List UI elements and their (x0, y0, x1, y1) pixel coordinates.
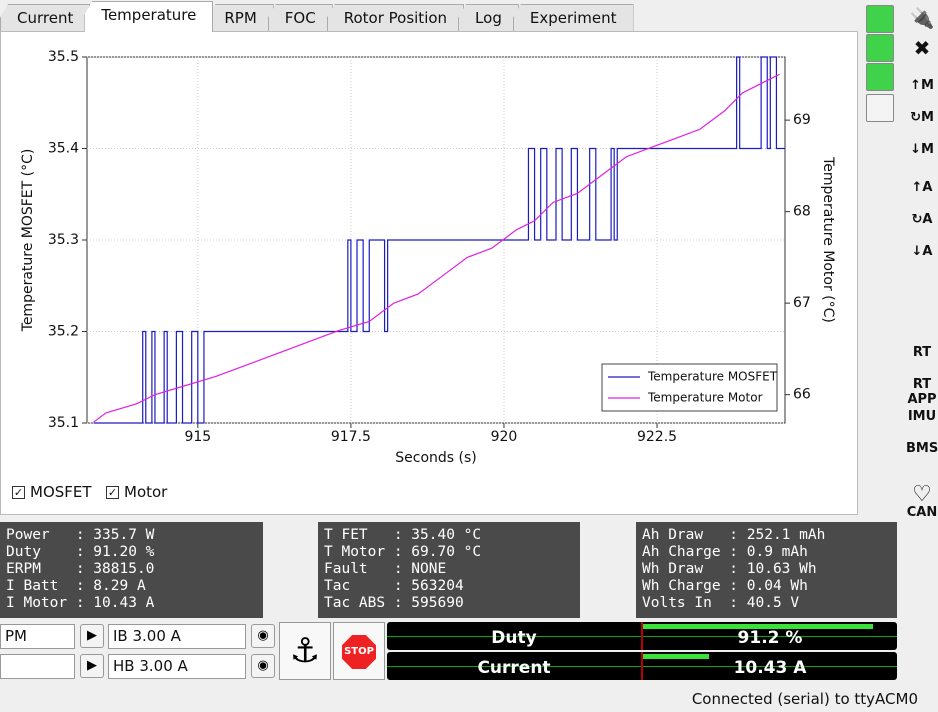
checkbox-label: MOSFET (30, 483, 92, 501)
info-line: Power : 335.7 W (6, 527, 155, 543)
play-button[interactable]: ▶ (80, 654, 104, 678)
y-tick-label: 35.3 (48, 232, 79, 248)
disconnect-icon[interactable]: ✖ (913, 36, 931, 60)
gauge-value: 10.43 A (733, 658, 807, 678)
checkbox[interactable]: ✓ Motor (106, 483, 167, 501)
y-tick-label: 35.2 (48, 324, 79, 340)
tab[interactable]: RPM (207, 4, 274, 32)
tool-button[interactable] (866, 34, 894, 62)
info-line: T Motor : 69.70 °C (324, 544, 482, 560)
anchor-button[interactable]: ⚓ (279, 622, 331, 680)
gauge: Duty 91.2 % (387, 622, 897, 650)
checkbox[interactable]: ✓ MOSFET (12, 483, 92, 501)
tab[interactable]: Experiment (512, 4, 634, 32)
info-line: I Batt : 8.29 A (6, 578, 146, 594)
info-line: Tac : 563204 (324, 578, 464, 594)
tool-label[interactable]: RT APP (907, 377, 937, 407)
x-tick-label: 922.5 (637, 429, 677, 445)
heart-icon[interactable]: ♡ (912, 482, 932, 507)
tab[interactable]: FOC (267, 4, 333, 32)
tool-label[interactable]: IMU (907, 409, 937, 424)
tab[interactable]: Current (0, 4, 91, 32)
legend-box (601, 363, 778, 412)
connect-icon[interactable]: 🔌 (909, 6, 935, 30)
x-axis-label: Seconds (s) (395, 450, 476, 466)
tab[interactable]: Temperature (84, 1, 214, 32)
status-bar: Connected (serial) to ttyACM0 (691, 690, 918, 708)
tab[interactable]: Log (458, 4, 519, 32)
info-panel: Ah Draw : 252.1 mAh Ah Charge : 0.9 mAh Wh… (636, 522, 897, 618)
legend-label: Temperature MOSFET (647, 370, 778, 384)
x-tick-label: 915 (184, 429, 211, 445)
y2-tick-label: 68 (793, 204, 811, 220)
info-line: Volts In : 40.5 V (642, 595, 800, 611)
info-line: Ah Charge : 0.9 mAh (642, 544, 808, 560)
info-line: Tac ABS : 595690 (324, 595, 464, 611)
series-line (93, 56, 785, 424)
check-mark: ✓ (12, 485, 25, 499)
tool-label[interactable]: BMS (906, 441, 938, 456)
x-tick-label: 920 (491, 429, 518, 445)
gauge: Current 10.43 A (387, 652, 897, 680)
tool-label[interactable]: CAN (906, 505, 938, 520)
tool-button[interactable] (866, 63, 894, 91)
tool-label[interactable]: ↓A (911, 244, 933, 259)
tool-button[interactable] (866, 5, 894, 33)
chart: 915 917.5 920 922.5 35.1 35.2 35.3 35.4 35.5 66 67… (20, 49, 836, 466)
tab[interactable]: Rotor Position (326, 4, 465, 32)
brake-button[interactable]: ◉ (251, 654, 275, 678)
y2-tick-label: 69 (793, 112, 811, 128)
info-line: Wh Charge : 0.04 Wh (642, 578, 808, 594)
y2-tick-label: 67 (793, 295, 811, 311)
spinbox[interactable] (0, 654, 75, 679)
gauge-label: Current (477, 658, 551, 678)
tool-button[interactable] (866, 94, 894, 122)
stop-button[interactable]: STOP (333, 622, 385, 680)
tool-label[interactable]: ↑M (910, 78, 934, 93)
y-tick-label: 35.5 (48, 49, 79, 65)
info-line: Duty : 91.20 % (6, 544, 155, 560)
y-axis-label: Temperature MOSFET (°C) (20, 149, 36, 333)
check-mark: ✓ (106, 485, 119, 499)
info-line: Wh Draw : 10.63 Wh (642, 561, 817, 577)
tool-label[interactable]: ↻A (911, 212, 933, 227)
x-tick-label: 917.5 (331, 429, 371, 445)
info-line: Fault : NONE (324, 561, 447, 577)
info-panel: T FET : 35.40 °C T Motor : 69.70 °C Fault … (318, 522, 580, 618)
legend-label: Temperature Motor (647, 391, 763, 405)
gauge-label: Duty (491, 628, 537, 648)
spinbox[interactable]: IB 3.00 A (108, 624, 246, 649)
series-line (93, 73, 780, 423)
tool-label[interactable]: RT (912, 345, 932, 360)
spinbox[interactable]: HB 3.00 A (108, 654, 246, 679)
tool-label[interactable]: ↻M (910, 110, 934, 125)
tool-label[interactable]: ↓M (910, 142, 934, 157)
brake-button[interactable]: ◉ (251, 624, 275, 648)
y2-axis-label: Temperature Motor (°C) (820, 156, 836, 323)
play-button[interactable]: ▶ (80, 624, 104, 648)
info-line: I Motor : 10.43 A (6, 595, 155, 611)
stop-label: STOP (342, 635, 376, 669)
y-tick-label: 35.1 (48, 415, 79, 431)
tool-label[interactable]: ↑A (911, 180, 933, 195)
tab-bar: Current Temperature RPM FOC Rotor Position Lo… (0, 0, 860, 32)
y-tick-label: 35.4 (48, 141, 79, 157)
info-line: T FET : 35.40 °C (324, 527, 482, 543)
info-panel: Power : 335.7 W Duty : 91.20 % ERPM : 3881… (0, 522, 263, 618)
gauge-value: 91.2 % (737, 628, 803, 648)
y2-tick-label: 66 (793, 387, 811, 403)
info-line: Ah Draw : 252.1 mAh (642, 527, 826, 543)
info-line: ERPM : 38815.0 (6, 561, 155, 577)
spinbox[interactable]: PM (0, 624, 75, 649)
checkbox-label: Motor (124, 483, 168, 501)
